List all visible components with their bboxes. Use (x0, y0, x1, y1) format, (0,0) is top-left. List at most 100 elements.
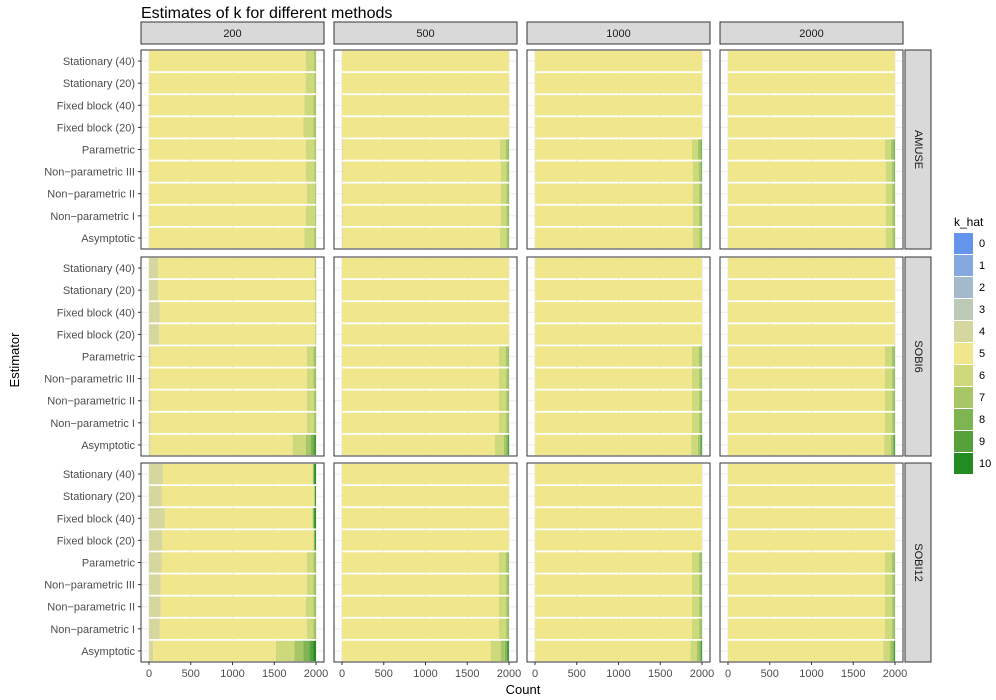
bar-segment-asymptotic-k9 (893, 640, 895, 662)
bar-segment-non-parametric-i-k7 (892, 205, 895, 227)
legend-label-5: 5 (979, 348, 985, 360)
bar-segment-parametric-k7 (313, 552, 316, 573)
bar-segment-non-parametric-iii-k6 (306, 574, 314, 595)
bar-segment-stationary-20-k6 (313, 485, 315, 507)
bar-segment-non-parametric-ii-k5 (342, 390, 499, 411)
bar-segment-non-parametric-i-k6 (692, 205, 700, 227)
bar-segment-non-parametric-ii-k5 (728, 183, 886, 204)
bar-segment-asymptotic-k8 (892, 640, 894, 662)
bar-segment-non-parametric-ii-k6 (884, 596, 893, 617)
bar-segment-asymptotic-k5 (153, 640, 276, 662)
y-tick-label: Asymptotic (81, 233, 135, 245)
bar-segment-non-parametric-iii-k5 (535, 574, 692, 595)
bar-segment-non-parametric-iii-k8 (315, 574, 316, 595)
bar-segment-non-parametric-i-k7 (506, 618, 509, 640)
y-tick-label: Fixed block (20) (57, 122, 135, 134)
bar-segment-asymptotic-k6 (499, 227, 507, 249)
y-tick-label: Non−parametric II (47, 396, 135, 408)
bar-segment-non-parametric-i-k8 (894, 412, 895, 434)
bar-segment-fixed-block-40-k5 (149, 95, 305, 116)
bar-segment-non-parametric-i-k5 (535, 412, 692, 434)
bar-segment-non-parametric-i-k7 (892, 412, 895, 434)
bar-segment-non-parametric-ii-k6 (500, 183, 507, 204)
bar-segment-asymptotic-k8 (892, 434, 895, 456)
bar-segment-non-parametric-ii-k7 (506, 596, 509, 617)
bar-segment-non-parametric-iii-k5 (342, 161, 501, 182)
bar-segment-asymptotic-k5 (342, 434, 495, 456)
x-tick-label: 2000 (497, 668, 521, 680)
bar-segment-fixed-block-40-k5 (535, 508, 702, 529)
y-tick-label: Non−parametric I (50, 624, 135, 636)
y-tick-label: Stationary (40) (63, 56, 135, 68)
bar-segment-asymptotic-k8 (310, 434, 314, 456)
bar-segment-non-parametric-i-k6 (306, 618, 314, 640)
bar-segment-asymptotic-k6 (883, 640, 890, 662)
bar-segment-fixed-block-20-k5 (342, 530, 509, 551)
panel-border (526, 256, 711, 457)
legend-swatch-9 (954, 431, 973, 452)
bar-segment-asymptotic-k7 (305, 434, 311, 456)
bar-segment-non-parametric-i-k5 (149, 205, 306, 227)
bar-segment-asymptotic-k6 (690, 640, 697, 662)
bar-segment-asymptotic-k7 (699, 227, 702, 249)
bar-segment-parametric-k5 (728, 552, 885, 573)
bar-segment-asymptotic-k6 (692, 227, 700, 249)
bar-segment-parametric-k6 (691, 552, 699, 573)
bar-segment-asymptotic-k9 (313, 434, 316, 456)
x-tick-label: 2000 (304, 668, 328, 680)
bar-segment-asymptotic-k6 (490, 640, 501, 662)
bar-segment-non-parametric-iii-k8 (508, 161, 510, 182)
bar-segment-asymptotic-k7 (503, 434, 507, 456)
bar-segment-parametric-k6 (884, 139, 891, 160)
bar-segment-fixed-block-40-k6 (304, 95, 314, 116)
bar-segment-non-parametric-iii-k5 (342, 574, 499, 595)
bar-segment-parametric-k5 (728, 139, 885, 160)
bar-segment-fixed-block-20-k5 (728, 117, 895, 138)
bar-segment-non-parametric-iii-k6 (306, 368, 314, 389)
bar-segment-non-parametric-ii-k4 (149, 596, 161, 617)
bar-segment-stationary-40-k4 (149, 257, 159, 279)
legend-label-4: 4 (979, 326, 985, 338)
bar-segment-parametric-k5 (535, 346, 692, 367)
strip-row-sobi12 (904, 462, 932, 663)
x-tick-label: 1500 (841, 668, 865, 680)
bar-segment-asymptotic-k10 (701, 640, 703, 662)
bar-segment-non-parametric-ii-k5 (535, 183, 693, 204)
bar-segment-non-parametric-iii-k6 (498, 368, 507, 389)
x-axis-title: Count (506, 682, 541, 697)
bar-segment-asymptotic-k5 (150, 434, 293, 456)
bar-segment-stationary-20-k7 (314, 72, 316, 94)
bar-segment-non-parametric-iii-k7 (699, 368, 702, 389)
bar-segment-non-parametric-iii-k5 (535, 368, 692, 389)
bar-segment-stationary-40-k5 (535, 463, 702, 485)
bar-segment-non-parametric-i-k5 (728, 412, 885, 434)
bar-segment-non-parametric-i-k6 (498, 618, 507, 640)
bar-segment-stationary-20-k5 (149, 72, 306, 94)
bar-segment-asymptotic-k9 (700, 640, 702, 662)
strip-row-label-sobi6: SOBI6 (912, 340, 924, 372)
bar-segment-non-parametric-ii-k8 (701, 390, 702, 411)
y-tick-label: Fixed block (20) (57, 329, 135, 341)
chart-title: Estimates of k for different methods (141, 5, 392, 22)
bar-segment-parametric-k6 (498, 552, 506, 573)
bar-segment-asymptotic-k5 (535, 434, 692, 456)
bar-segment-non-parametric-i-k8 (508, 205, 510, 227)
bar-segment-stationary-20-k5 (728, 279, 895, 301)
bar-segment-asymptotic-k7 (500, 640, 505, 662)
bar-segment-fixed-block-20-k5 (159, 324, 316, 345)
bar-segment-stationary-40-k5 (342, 463, 509, 485)
bar-segment-parametric-k6 (884, 552, 892, 573)
bar-segment-parametric-k7 (890, 139, 894, 160)
legend-swatch-10 (954, 453, 973, 474)
bar-segment-non-parametric-ii-k5 (535, 390, 692, 411)
bar-segment-non-parametric-i-k6 (884, 412, 893, 434)
strip-row-label-sobi12: SOBI12 (912, 543, 924, 582)
legend-swatch-6 (954, 365, 973, 386)
bar-segment-non-parametric-ii-k8 (894, 596, 895, 617)
bar-segment-asymptotic-k4 (342, 227, 343, 249)
legend-swatch-5 (954, 343, 973, 364)
bar-segment-non-parametric-ii-k6 (306, 390, 314, 411)
bar-segment-non-parametric-iii-k5 (149, 161, 306, 182)
x-tick-label: 0 (532, 668, 538, 680)
legend-swatch-3 (954, 299, 973, 320)
